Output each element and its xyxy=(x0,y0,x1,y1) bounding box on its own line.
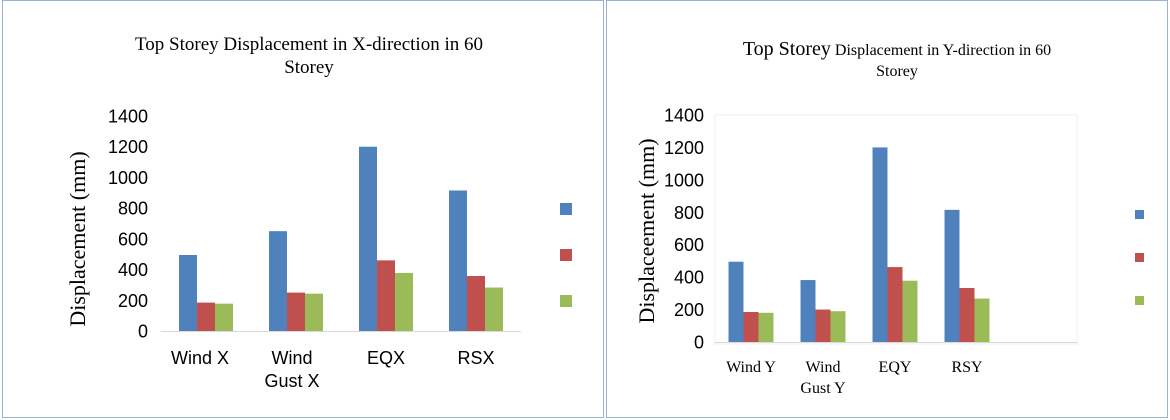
y-tick-label: 1400 xyxy=(108,106,148,126)
bar-series-3-3 xyxy=(485,287,503,331)
bar-series-2-1 xyxy=(287,292,305,331)
y-tick-label: 1200 xyxy=(664,138,704,158)
chart-panel-y-direction: Top Storey Displacement in Y-direction i… xyxy=(606,0,1168,418)
bar-series-2-3 xyxy=(959,288,975,342)
bar-series-2-2 xyxy=(377,260,395,331)
y-tick-label: 1000 xyxy=(664,170,704,190)
chart-title-part-a: Top Storey xyxy=(743,38,831,60)
y-axis-label: Displacement (mm) xyxy=(65,151,90,326)
x-category-label: Wind xyxy=(271,348,312,368)
bar-series-2-0 xyxy=(743,312,759,342)
bar-series-3-0 xyxy=(215,303,233,331)
x-category-label: Wind X xyxy=(171,348,229,368)
chart-title-line-1: Top Storey Displacement in X-direction i… xyxy=(135,34,483,55)
legend-swatch-series-2 xyxy=(560,249,572,261)
x-category-label: RSY xyxy=(951,359,983,376)
bar-series-2-2 xyxy=(887,267,903,342)
y-tick-label: 600 xyxy=(674,235,704,255)
bar-series-1-1 xyxy=(800,280,816,342)
bar-series-3-1 xyxy=(830,311,846,342)
legend-swatch-series-3 xyxy=(560,295,572,307)
x-category-label: EQX xyxy=(367,348,405,368)
y-tick-label: 1000 xyxy=(108,168,148,188)
y-tick-label: 400 xyxy=(118,260,148,280)
bar-series-1-0 xyxy=(728,261,744,342)
chart-title-line-2: Storey xyxy=(876,63,918,80)
x-category-label: Wind xyxy=(806,359,841,376)
legend-swatch-series-1 xyxy=(1135,210,1144,219)
bar-series-3-2 xyxy=(902,280,918,342)
x-category-label: RSX xyxy=(457,348,494,368)
bar-series-2-1 xyxy=(815,309,831,342)
legend-swatch-series-1 xyxy=(560,203,572,215)
bar-series-1-0 xyxy=(179,254,197,331)
y-tick-label: 800 xyxy=(674,203,704,223)
bar-series-1-2 xyxy=(359,146,377,331)
x-category-label: Wind Y xyxy=(726,359,776,376)
y-tick-label: 200 xyxy=(674,300,704,320)
y-tick-label: 600 xyxy=(118,229,148,249)
chart-title-line-1: Top Storey Displacement in Y-direction i… xyxy=(743,38,1051,60)
x-category-label: Gust Y xyxy=(800,380,846,397)
bar-series-1-3 xyxy=(944,209,960,342)
y-axis-label: Displaceement (mm) xyxy=(634,138,659,323)
y-tick-label: 0 xyxy=(138,321,148,341)
bar-series-1-2 xyxy=(872,147,888,342)
bar-series-1-1 xyxy=(269,231,287,331)
y-tick-label: 200 xyxy=(118,291,148,311)
chart-title-part-b: Displacement in Y-direction in 60 xyxy=(831,42,1051,59)
plot-area-border xyxy=(714,114,1078,345)
legend-swatch-series-2 xyxy=(1135,253,1144,262)
y-tick-label: 400 xyxy=(674,268,704,288)
chart-panel-x-direction: Top Storey Displacement in X-direction i… xyxy=(2,0,604,418)
y-tick-label: 800 xyxy=(118,199,148,219)
bar-series-3-3 xyxy=(974,298,990,342)
bar-series-3-2 xyxy=(395,272,413,331)
x-category-label: Gust X xyxy=(264,371,319,391)
y-tick-label: 1200 xyxy=(108,137,148,157)
bar-series-2-3 xyxy=(467,276,485,331)
bar-series-2-0 xyxy=(197,302,215,331)
bar-series-1-3 xyxy=(449,190,467,331)
legend-swatch-series-3 xyxy=(1135,296,1144,305)
bar-series-3-0 xyxy=(758,312,774,342)
chart-x-direction: Top Storey Displacement in X-direction i… xyxy=(65,34,572,391)
chart-y-direction: Top Storey Displacement in Y-direction i… xyxy=(634,38,1144,397)
chart-title-line-2: Storey xyxy=(284,57,334,78)
y-tick-label: 0 xyxy=(694,332,704,352)
y-tick-label: 1400 xyxy=(664,105,704,125)
bar-series-3-1 xyxy=(305,293,323,331)
x-category-label: EQY xyxy=(879,359,912,376)
